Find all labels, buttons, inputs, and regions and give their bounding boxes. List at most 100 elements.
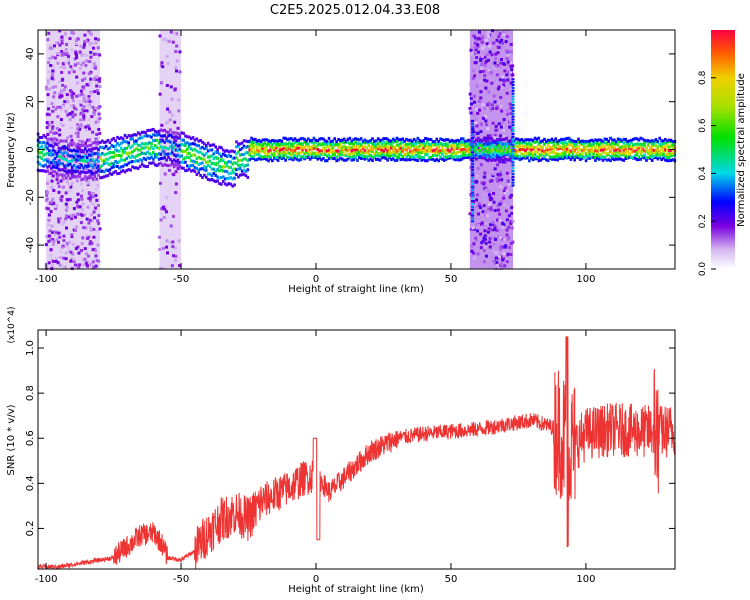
- ridge-cell: [170, 142, 174, 146]
- ridge-cell: [654, 154, 658, 158]
- noise-speckle: [488, 134, 492, 138]
- ridge-cell: [101, 151, 104, 155]
- ridge-cell: [146, 156, 149, 160]
- noise-speckle: [98, 227, 102, 231]
- ridge-cell: [244, 151, 248, 155]
- noise-speckle: [161, 246, 165, 250]
- x-tick-label: 0: [313, 274, 319, 285]
- ridge-cell: [125, 152, 129, 156]
- ridge-cell: [78, 154, 81, 158]
- ridge-cell: [577, 156, 580, 160]
- ridge-cell: [495, 156, 499, 160]
- noise-speckle: [503, 245, 507, 249]
- ridge-cell: [571, 147, 575, 151]
- ridge-cell: [380, 156, 384, 160]
- ridge-cell: [590, 155, 593, 159]
- noise-speckle: [164, 205, 168, 209]
- ridge-cell: [67, 173, 70, 177]
- noise-speckle: [95, 229, 99, 233]
- ridge-cell: [552, 157, 556, 161]
- noise-speckle: [70, 217, 74, 221]
- ridge-cell: [369, 149, 372, 153]
- ridge-cell: [161, 163, 165, 167]
- ridge-cell: [138, 165, 142, 169]
- noise-speckle: [87, 162, 91, 166]
- ridge-cell: [59, 168, 63, 172]
- ridge-cell: [514, 137, 518, 141]
- ridge-cell: [560, 137, 563, 141]
- ridge-cell: [87, 164, 91, 168]
- ridge-cell: [169, 163, 172, 167]
- ridge-cell: [186, 168, 189, 172]
- ridge-cell: [388, 154, 391, 158]
- ridge-cell: [344, 146, 348, 150]
- ridge-cell: [248, 158, 252, 162]
- ridge-cell: [495, 140, 499, 144]
- noise-speckle: [469, 48, 473, 52]
- ridge-cell: [76, 149, 80, 153]
- noise-speckle: [78, 125, 82, 129]
- ridge-cell: [153, 133, 157, 137]
- ridge-cell: [80, 178, 83, 182]
- ridge-cell: [55, 165, 59, 169]
- ridge-cell: [278, 145, 282, 149]
- ridge-cell: [46, 169, 49, 173]
- ridge-cell: [57, 173, 61, 177]
- ridge-cell: [507, 139, 510, 143]
- noise-speckle: [484, 188, 488, 192]
- noise-speckle: [92, 46, 96, 50]
- ridge-cell: [369, 146, 372, 150]
- noise-speckle: [507, 225, 511, 229]
- noise-speckle: [91, 41, 95, 45]
- ridge-cell: [231, 170, 235, 174]
- ridge-cell: [392, 140, 395, 144]
- ridge-cell: [155, 164, 159, 168]
- ridge-cell: [412, 151, 416, 155]
- ridge-cell: [509, 142, 512, 146]
- ridge-cell: [257, 138, 261, 142]
- ridge-cell: [548, 151, 552, 155]
- ridge-cell: [80, 150, 83, 154]
- noise-speckle: [498, 32, 502, 36]
- ridge-cell: [138, 148, 142, 152]
- ridge-cell: [67, 169, 70, 173]
- noise-speckle: [89, 55, 93, 59]
- noise-speckle: [506, 237, 510, 241]
- ridge-cell: [431, 157, 435, 161]
- ridge-cell: [633, 137, 637, 141]
- ridge-cell: [220, 165, 223, 169]
- ridge-cell: [227, 150, 231, 154]
- noise-speckle: [502, 202, 506, 206]
- ridge-cell: [238, 142, 242, 146]
- noise-speckle: [477, 108, 481, 112]
- noise-speckle: [88, 41, 92, 45]
- spike-cell: [511, 89, 515, 92]
- ridge-cell: [250, 149, 253, 153]
- ridge-cell: [337, 149, 340, 153]
- noise-speckle: [496, 64, 500, 68]
- ridge-cell: [201, 157, 204, 161]
- noise-speckle: [481, 62, 485, 66]
- noise-speckle: [68, 112, 72, 116]
- spike-cell: [471, 185, 475, 188]
- ridge-cell: [486, 138, 490, 142]
- ridge-cell: [51, 153, 55, 157]
- ridge-cell: [308, 139, 312, 143]
- ridge-cell: [152, 127, 155, 131]
- ridge-cell: [458, 139, 461, 143]
- ridge-cell: [565, 136, 569, 140]
- noise-speckle: [69, 92, 73, 96]
- ridge-cell: [204, 146, 208, 150]
- ridge-cell: [191, 159, 195, 163]
- noise-speckle: [60, 89, 64, 93]
- ridge-cell: [129, 151, 132, 155]
- noise-speckle: [165, 245, 169, 249]
- ridge-cell: [172, 141, 176, 145]
- ridge-cell: [204, 144, 208, 148]
- ridge-cell: [131, 154, 134, 158]
- ridge-cell: [157, 141, 161, 145]
- spike-cell: [471, 125, 475, 128]
- noise-speckle: [478, 70, 482, 74]
- ridge-cell: [114, 144, 117, 148]
- ridge-cell: [174, 159, 178, 163]
